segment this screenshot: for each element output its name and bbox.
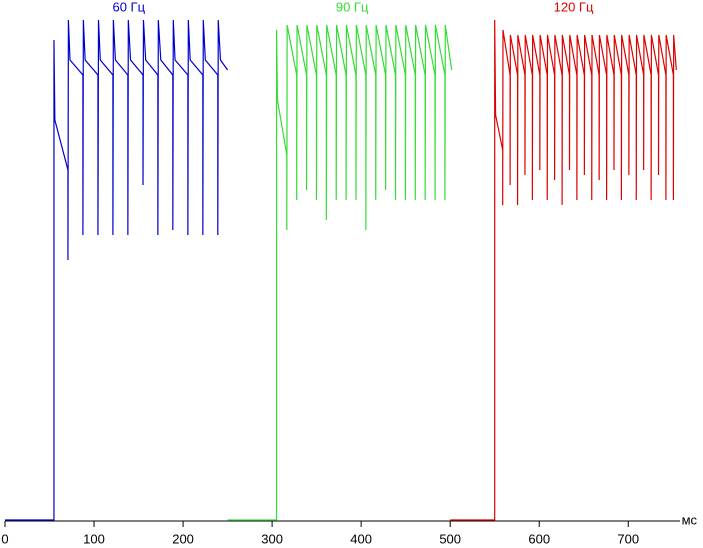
series-line xyxy=(227,24,453,521)
x-axis-label: мс xyxy=(682,512,698,527)
series-line xyxy=(450,19,677,521)
series-label: 60 Гц xyxy=(112,0,145,14)
x-tick-label: 700 xyxy=(617,531,639,546)
x-tick-label: 300 xyxy=(261,531,283,546)
series-label: 120 Гц xyxy=(554,0,594,14)
x-tick-label: 0 xyxy=(1,531,8,546)
series-label: 90 Гц xyxy=(336,0,369,14)
x-tick-label: 200 xyxy=(172,531,194,546)
series-line xyxy=(5,19,229,521)
x-tick-label: 600 xyxy=(528,531,550,546)
x-tick-label: 500 xyxy=(439,531,461,546)
x-tick-label: 400 xyxy=(350,531,372,546)
x-tick-label: 100 xyxy=(83,531,105,546)
